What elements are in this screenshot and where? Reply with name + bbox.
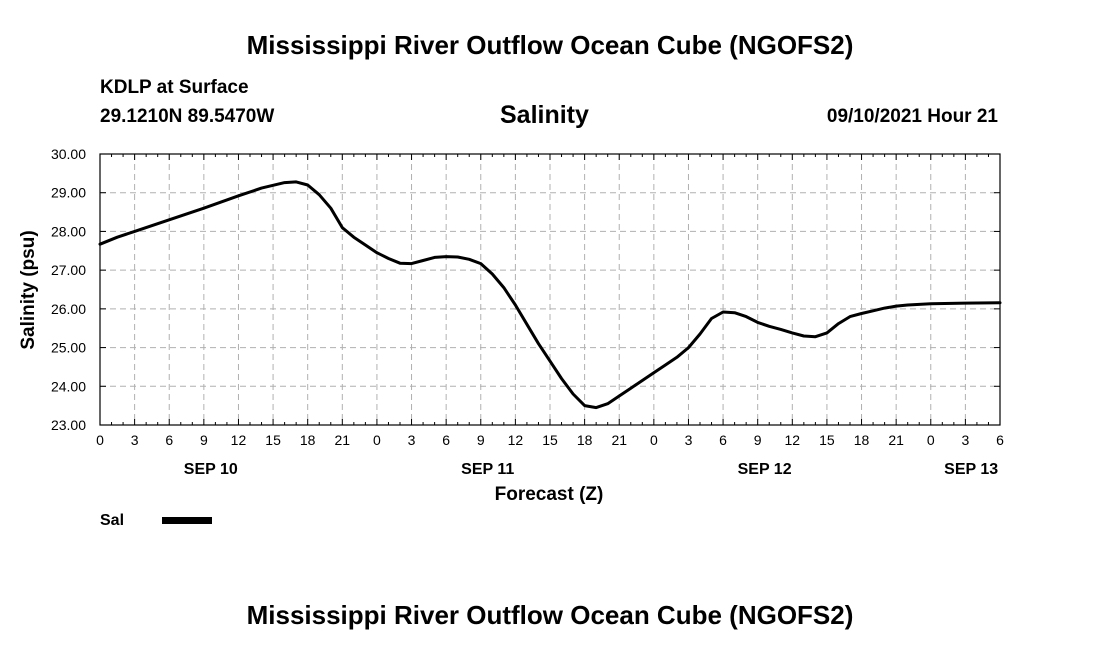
x-tick-label: 6	[442, 432, 450, 448]
x-tick-label: 3	[961, 432, 969, 448]
x-tick-label: 21	[888, 432, 904, 448]
x-tick-label: 6	[719, 432, 727, 448]
salinity-series-line	[98, 180, 1002, 410]
x-tick-label: 0	[650, 432, 658, 448]
x-tick-label: 15	[542, 432, 558, 448]
x-tick-label: 21	[335, 432, 351, 448]
y-tick-label: 25.00	[51, 340, 86, 356]
date-label: SEP 12	[738, 461, 792, 478]
chart-title: Salinity	[500, 101, 589, 129]
x-tick-label: 18	[854, 432, 870, 448]
y-tick-label: 30.00	[51, 146, 86, 162]
station-label: KDLP at Surface	[100, 77, 249, 98]
axis-ticks	[99, 153, 1001, 426]
x-tick-label: 0	[373, 432, 381, 448]
x-tick-label: 3	[131, 432, 139, 448]
grid-lines	[100, 154, 1000, 425]
x-tick-label: 15	[819, 432, 835, 448]
x-tick-label: 0	[927, 432, 935, 448]
main-title: Mississippi River Outflow Ocean Cube (NG…	[246, 30, 854, 60]
x-tick-label: 9	[477, 432, 485, 448]
tick-labels: 0 3 6 9 12 15 18 21 0 3 6 9 12 15 18 21 0 3 6 9 12 15 18 21 0 3 6 2…	[51, 146, 1004, 478]
footer-title: Mississippi River Outflow Ocean Cube (NG…	[246, 600, 854, 630]
x-tick-label: 15	[265, 432, 281, 448]
x-axis-label: Forecast (Z)	[495, 484, 604, 505]
legend-label: Sal	[100, 512, 124, 529]
x-tick-label: 3	[685, 432, 693, 448]
y-tick-label: 23.00	[51, 417, 86, 433]
x-tick-label: 18	[300, 432, 316, 448]
x-tick-label: 3	[408, 432, 416, 448]
legend-swatch	[162, 517, 212, 524]
y-tick-label: 27.00	[51, 262, 86, 278]
x-tick-label: 12	[785, 432, 801, 448]
station-coords: 29.1210N 89.5470W	[100, 106, 275, 127]
x-tick-label: 12	[231, 432, 247, 448]
x-tick-label: 6	[165, 432, 173, 448]
y-tick-label: 28.00	[51, 223, 86, 239]
x-tick-label: 21	[611, 432, 627, 448]
x-tick-label: 18	[577, 432, 593, 448]
x-tick-label: 0	[96, 432, 104, 448]
x-tick-label: 9	[754, 432, 762, 448]
y-tick-label: 29.00	[51, 185, 86, 201]
x-tick-label: 12	[508, 432, 524, 448]
x-tick-label: 9	[200, 432, 208, 448]
date-label: SEP 10	[184, 461, 238, 478]
y-tick-label: 24.00	[51, 378, 86, 394]
forecast-datetime: 09/10/2021 Hour 21	[826, 106, 998, 127]
x-tick-label: 6	[996, 432, 1004, 448]
date-label: SEP 13	[944, 461, 998, 478]
y-tick-label: 26.00	[51, 301, 86, 317]
date-label: SEP 11	[461, 461, 514, 478]
y-axis-label: Salinity (psu)	[18, 230, 39, 349]
